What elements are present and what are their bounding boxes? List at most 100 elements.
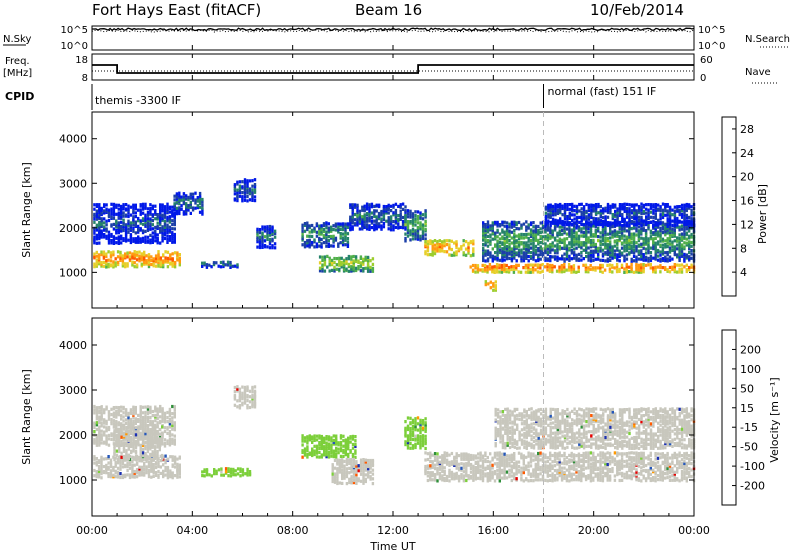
echo-cell — [628, 209, 631, 213]
echo-cell — [159, 419, 162, 423]
echo-cell — [109, 465, 113, 469]
echo-cell — [609, 221, 612, 225]
echo-cell — [263, 239, 267, 243]
echo-cell — [163, 233, 167, 237]
echo-cell — [166, 225, 169, 229]
echo-cell — [146, 220, 150, 224]
echo-cell — [129, 420, 133, 424]
echo-cell — [176, 475, 179, 479]
echo-cell — [654, 233, 657, 237]
echo-cell — [153, 431, 157, 435]
echo-cell — [241, 470, 245, 474]
echo-cell — [105, 463, 108, 467]
echo-cell — [515, 234, 518, 238]
echo-cell — [599, 267, 602, 272]
echo-cell — [688, 234, 691, 238]
echo-cell — [592, 249, 595, 253]
echo-cell — [426, 464, 430, 468]
echo-cell — [561, 238, 564, 242]
echo-cell — [215, 469, 218, 473]
echo-cell — [688, 244, 691, 249]
echo-cell — [414, 434, 417, 438]
echo-cell — [349, 215, 352, 219]
echo-cell — [330, 263, 334, 267]
echo-cell — [513, 253, 516, 257]
echo-cell — [652, 256, 655, 260]
echo-cell — [690, 235, 693, 239]
echo-cell — [232, 470, 235, 474]
echo-cell — [306, 241, 309, 245]
echo-cell — [358, 227, 362, 231]
echo-cell — [484, 223, 487, 227]
echo-cell — [573, 247, 576, 251]
echo-cell — [392, 224, 395, 228]
echo-cell — [507, 270, 511, 274]
echo-cell — [369, 265, 372, 269]
echo-cell — [401, 202, 405, 206]
echo-cell — [394, 211, 398, 215]
echo-cell — [414, 237, 417, 241]
echo-cell — [115, 405, 118, 410]
echo-cell — [343, 471, 346, 475]
echo-cell — [623, 207, 626, 211]
echo-cell — [345, 482, 349, 486]
echo-cell — [637, 211, 641, 215]
echo-cell — [98, 241, 101, 245]
echo-cell — [409, 421, 412, 425]
echo-cell — [587, 258, 590, 262]
echo-cell — [558, 247, 561, 251]
echo-cell — [582, 230, 585, 234]
echo-cell — [563, 267, 566, 271]
echo-cell — [508, 233, 511, 237]
echo-cell — [127, 214, 130, 219]
echo-cell — [98, 406, 101, 410]
echo-cell — [366, 255, 370, 259]
echo-cell — [632, 251, 636, 255]
echo-cell — [572, 264, 576, 268]
echo-cell — [637, 209, 641, 213]
echo-cell — [421, 217, 425, 221]
echo-cell — [112, 413, 116, 418]
echo-cell — [161, 433, 164, 437]
echo-cell — [122, 437, 126, 441]
echo-cell — [683, 203, 686, 207]
echo-cell — [330, 258, 334, 262]
echo-cell — [118, 427, 121, 431]
echo-cell — [323, 439, 326, 443]
echo-cell — [173, 194, 176, 198]
echo-cell — [531, 268, 535, 272]
echo-cell — [406, 223, 410, 227]
echo-cell — [145, 469, 148, 473]
echo-cell — [685, 241, 688, 245]
echo-cell — [168, 228, 172, 232]
echo-cell — [166, 207, 169, 211]
echo-cell — [501, 259, 504, 263]
echo-cell — [345, 462, 349, 467]
echo-cell — [409, 416, 412, 420]
echo-cell — [568, 248, 571, 252]
echo-cell — [187, 208, 190, 212]
echo-cell — [266, 227, 269, 231]
echo-cell — [399, 225, 402, 229]
echo-cell — [668, 205, 672, 209]
echo-cell — [457, 247, 461, 251]
echo-cell — [122, 211, 125, 215]
echo-cell — [556, 231, 559, 235]
n-tick-high: 10^5 — [61, 25, 88, 36]
echo-cell — [503, 224, 506, 228]
echo-cell — [515, 265, 518, 270]
echo-cell — [334, 236, 338, 240]
freq-unit: [MHz] — [3, 68, 32, 79]
echo-cell — [351, 219, 354, 223]
echo-cell — [335, 257, 339, 261]
echo-cell — [313, 245, 316, 249]
echo-cell — [113, 452, 116, 456]
echo-cell — [678, 267, 681, 271]
echo-cell — [325, 435, 328, 439]
echo-cell — [191, 192, 195, 196]
echo-cell — [352, 254, 355, 259]
echo-cell — [341, 238, 345, 242]
echo-cell — [657, 207, 660, 211]
echo-cell — [150, 255, 153, 259]
echo-cell — [690, 249, 693, 253]
